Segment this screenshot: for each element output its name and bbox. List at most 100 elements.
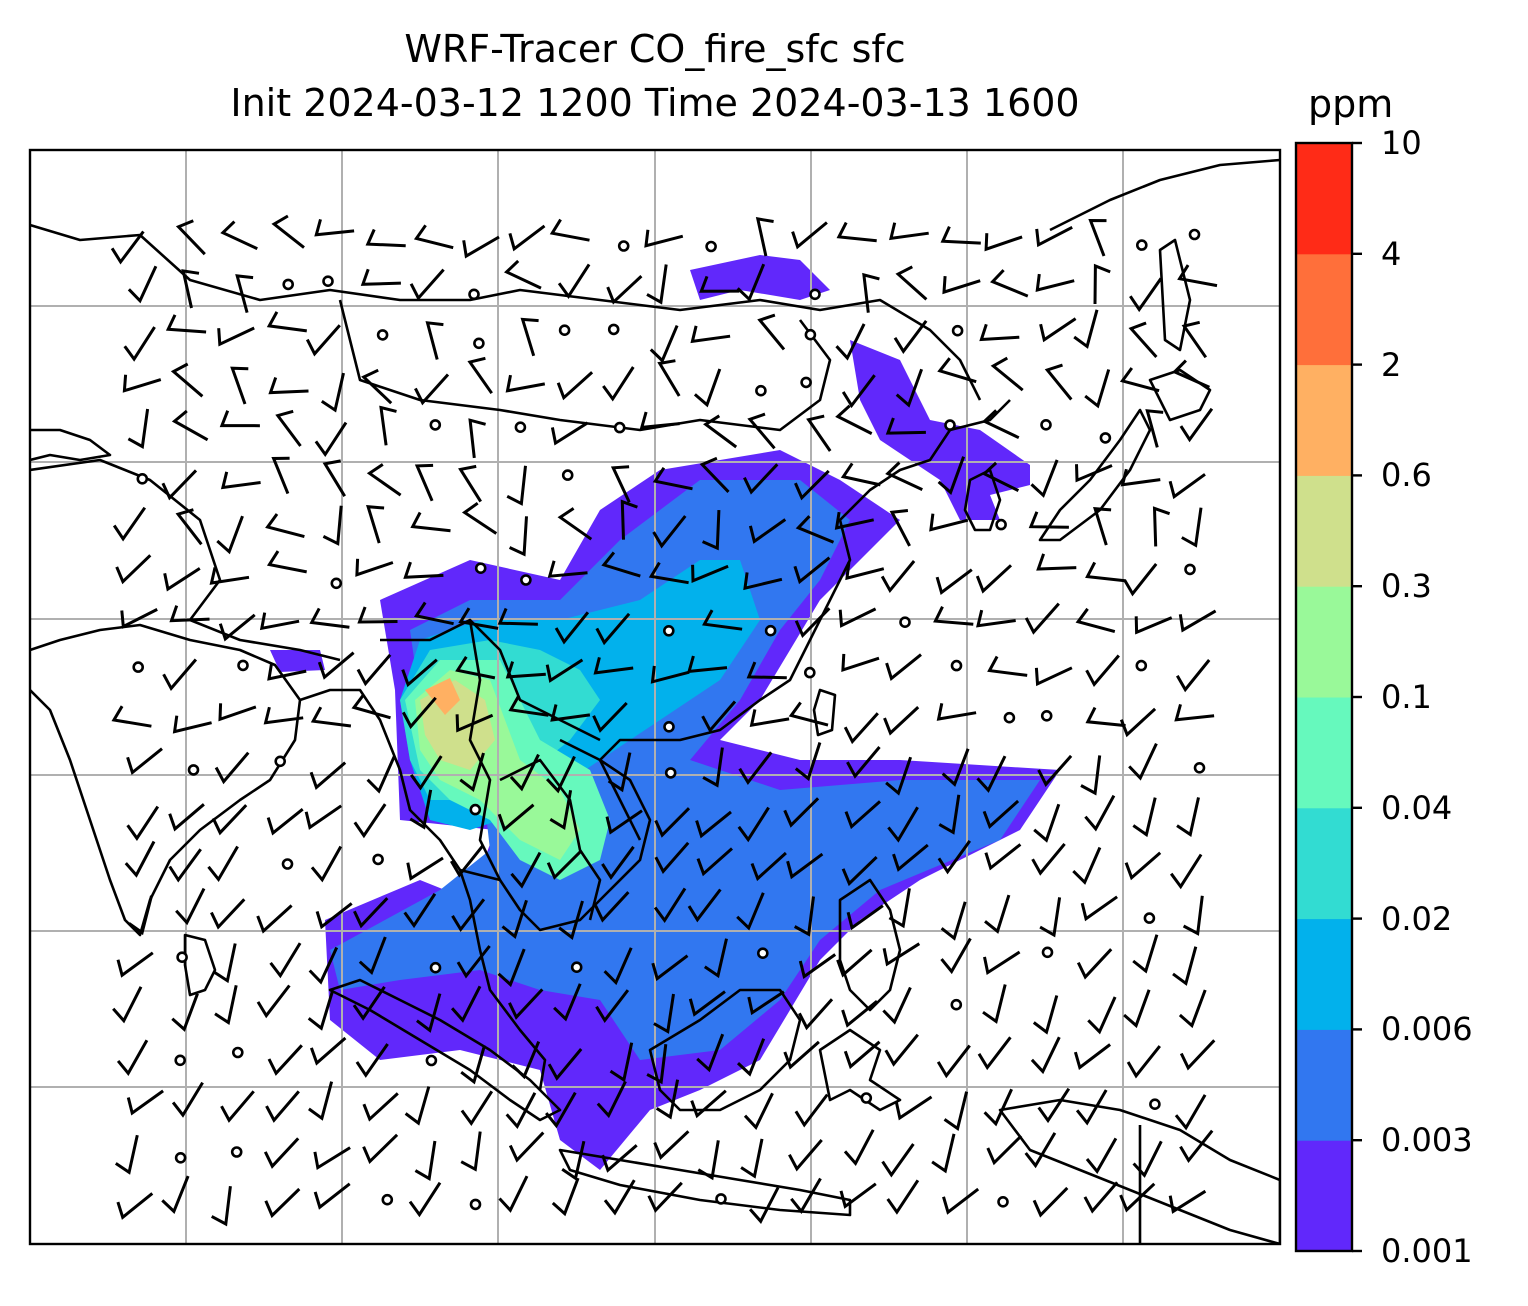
wind-barb-180 bbox=[401, 658, 438, 688]
calm-marker bbox=[237, 659, 249, 672]
wind-barb-387 bbox=[601, 1144, 638, 1173]
wind-barb-131 bbox=[889, 509, 911, 547]
wind-barb-255 bbox=[124, 840, 156, 878]
wind-barb-22 bbox=[235, 274, 254, 313]
colorbar-label-9: 4 bbox=[1381, 234, 1402, 273]
wind-barb-381 bbox=[313, 1146, 351, 1171]
wind-barb-84 bbox=[550, 421, 589, 446]
wind-barb-394 bbox=[931, 1133, 956, 1174]
wind-barb-277 bbox=[175, 887, 206, 926]
calm-marker bbox=[136, 472, 149, 485]
wind-barb-321 bbox=[352, 985, 386, 1021]
wind-barb-291 bbox=[846, 904, 884, 931]
wind-barb-23 bbox=[360, 268, 401, 286]
wind-barb-50 bbox=[893, 320, 928, 354]
wind-barb-317 bbox=[171, 993, 199, 1032]
wind-barb-409 bbox=[647, 1181, 683, 1213]
coastline-java bbox=[558, 1148, 852, 1217]
calm-marker bbox=[282, 278, 295, 291]
coastline-new-guinea bbox=[998, 1098, 1280, 1244]
wind-barb-415 bbox=[1032, 1186, 1069, 1218]
wind-barb-91 bbox=[981, 409, 1020, 440]
wind-barb-15 bbox=[889, 222, 929, 241]
wind-barb-336 bbox=[1123, 989, 1151, 1029]
wind-barb-268 bbox=[841, 856, 878, 887]
colorbar-label-1: 0.003 bbox=[1381, 1121, 1473, 1160]
coastline-india bbox=[30, 623, 302, 937]
wind-barb-104 bbox=[699, 456, 730, 493]
wind-barb-370 bbox=[690, 1089, 727, 1119]
wind-barb-184 bbox=[593, 657, 634, 675]
wind-barb-266 bbox=[750, 851, 787, 882]
calm-marker bbox=[950, 998, 963, 1011]
colorbar-segment-0 bbox=[1296, 1140, 1352, 1252]
wind-barb-141 bbox=[355, 558, 394, 577]
wind-barb-223 bbox=[702, 747, 724, 788]
wind-barb-129 bbox=[795, 515, 835, 544]
wind-barb-289 bbox=[736, 892, 765, 931]
wind-barb-25 bbox=[503, 259, 542, 290]
wind-barb-246 bbox=[783, 797, 820, 828]
colorbar-label-10: 10 bbox=[1381, 124, 1422, 162]
calm-marker bbox=[1099, 432, 1112, 444]
wind-barb-164 bbox=[497, 607, 538, 626]
wind-barb-80 bbox=[275, 409, 302, 447]
wind-barb-176 bbox=[162, 658, 198, 692]
wind-barb-135 bbox=[1152, 506, 1171, 547]
wind-barb-319 bbox=[256, 984, 291, 1019]
wind-barb-346 bbox=[646, 1044, 668, 1085]
colorbar-segment-4 bbox=[1296, 697, 1352, 809]
wind-barb-209 bbox=[883, 706, 920, 736]
coastline-japan bbox=[1038, 408, 1152, 542]
wind-barb-252 bbox=[1084, 794, 1116, 832]
calm-marker bbox=[174, 1054, 186, 1067]
wind-barb-167 bbox=[702, 609, 743, 631]
wind-barb-237 bbox=[304, 804, 343, 830]
wind-barb-43 bbox=[305, 324, 341, 357]
wind-barb-19 bbox=[1088, 218, 1107, 257]
wind-barb-341 bbox=[355, 1043, 389, 1078]
calm-marker bbox=[469, 1198, 482, 1211]
wind-barb-133 bbox=[1028, 511, 1069, 529]
colorbar-segment-9 bbox=[1296, 143, 1352, 255]
wind-barb-403 bbox=[264, 1187, 301, 1219]
wind-barb-322 bbox=[416, 993, 442, 1033]
wind-barb-42 bbox=[266, 311, 307, 333]
wind-barb-105 bbox=[743, 463, 779, 495]
wind-barb-412 bbox=[839, 1182, 877, 1209]
calm-marker bbox=[899, 616, 911, 629]
colorbar-segment-2 bbox=[1296, 918, 1352, 1030]
wind-barb-217 bbox=[366, 755, 396, 794]
colorbar-label-0: 0.001 bbox=[1381, 1232, 1473, 1270]
calm-marker bbox=[1136, 239, 1148, 251]
wind-barb-108 bbox=[885, 461, 923, 491]
coastline-sulawesi bbox=[818, 1028, 902, 1112]
calm-wind-markers bbox=[132, 228, 1206, 1211]
wind-barb-358 bbox=[126, 1089, 164, 1116]
colorbar-segment-1 bbox=[1296, 1029, 1352, 1141]
wind-barb-168 bbox=[794, 607, 831, 639]
wind-barb-361 bbox=[265, 1090, 300, 1123]
wind-barb-10 bbox=[549, 218, 590, 242]
wind-barb-198 bbox=[310, 706, 352, 728]
calm-marker bbox=[425, 1054, 438, 1067]
wind-barb-9 bbox=[508, 224, 546, 252]
wind-barb-56 bbox=[122, 374, 162, 393]
calm-marker bbox=[617, 240, 630, 252]
wind-barb-196 bbox=[218, 703, 257, 722]
wind-barb-85 bbox=[639, 411, 680, 430]
calm-marker bbox=[570, 961, 583, 974]
wind-barb-357 bbox=[1179, 1039, 1216, 1071]
wind-barb-8 bbox=[462, 235, 500, 259]
colorbar-label-4: 0.04 bbox=[1381, 788, 1453, 827]
calm-marker bbox=[176, 951, 188, 964]
wind-barb-66 bbox=[602, 366, 635, 402]
wind-barb-334 bbox=[1032, 995, 1059, 1035]
wind-barb-86 bbox=[703, 414, 738, 449]
wind-barb-407 bbox=[551, 1177, 580, 1217]
wind-barb-329 bbox=[747, 990, 785, 1016]
calm-marker bbox=[662, 624, 675, 637]
calm-marker bbox=[995, 518, 1007, 531]
wind-barb-347 bbox=[696, 1033, 725, 1073]
wind-barb-308 bbox=[798, 953, 837, 979]
